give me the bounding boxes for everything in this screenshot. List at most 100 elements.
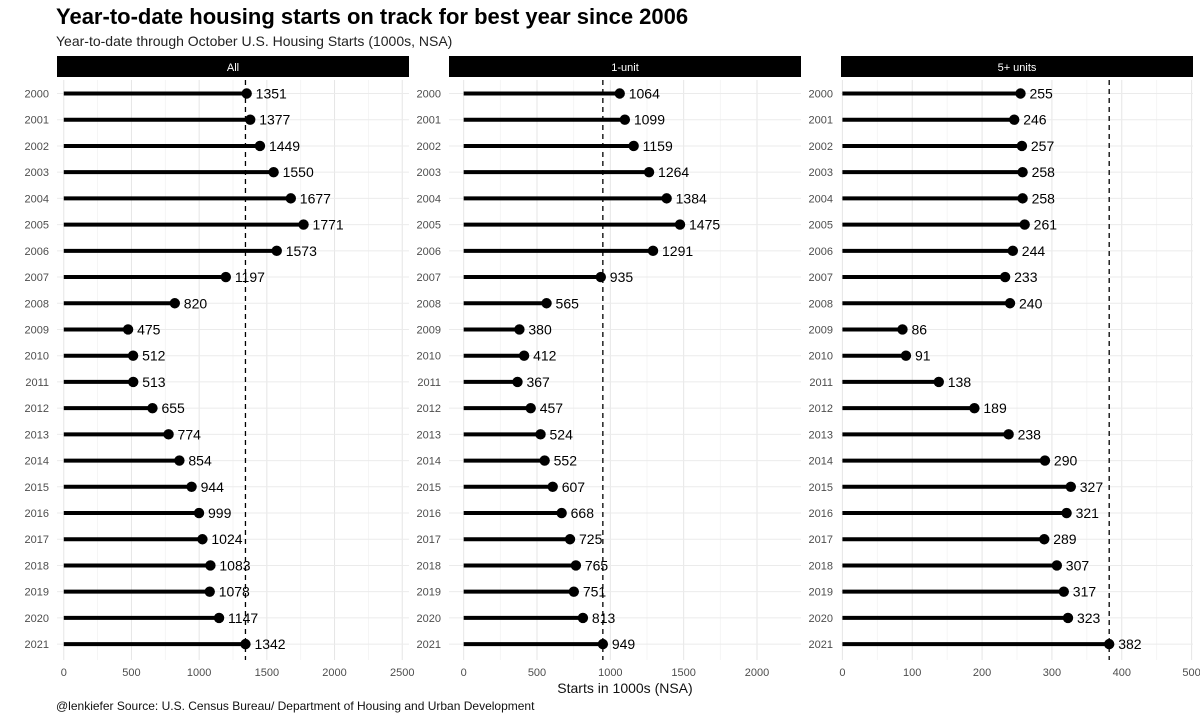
data-label: 765 xyxy=(585,557,609,573)
y-tick-label: 2018 xyxy=(809,560,833,572)
data-label: 655 xyxy=(161,400,185,416)
y-tick-label: 2009 xyxy=(417,324,441,336)
data-label: 1078 xyxy=(219,584,250,600)
lollipop-point xyxy=(1016,140,1028,152)
x-tick-label: 400 xyxy=(1113,667,1131,679)
y-tick-label: 2003 xyxy=(809,167,833,179)
lollipop-point xyxy=(169,298,180,309)
lollipop-point xyxy=(298,219,309,230)
y-tick-label: 2018 xyxy=(417,560,441,572)
data-label: 513 xyxy=(142,374,166,390)
lollipop-point xyxy=(969,402,980,414)
lollipop-point xyxy=(1017,193,1028,204)
lollipop-point xyxy=(614,88,625,99)
lollipop-point xyxy=(897,324,908,335)
x-tick-label: 2000 xyxy=(745,667,769,679)
data-label: 607 xyxy=(562,479,586,495)
y-tick-label: 2010 xyxy=(809,351,833,363)
y-tick-label: 2018 xyxy=(25,560,49,572)
data-label: 1377 xyxy=(259,112,290,128)
y-tick-label: 2012 xyxy=(809,403,833,415)
x-tick-label: 0 xyxy=(461,667,467,679)
y-tick-label: 2021 xyxy=(809,639,833,651)
y-tick-label: 2010 xyxy=(25,351,49,363)
y-tick-label: 2013 xyxy=(417,429,441,441)
y-tick-label: 2010 xyxy=(417,351,441,363)
x-tick-label: 100 xyxy=(903,667,921,679)
y-tick-label: 2000 xyxy=(809,89,833,101)
facet-strip xyxy=(57,56,409,77)
y-tick-label: 2002 xyxy=(809,141,833,153)
data-label: 86 xyxy=(911,321,927,337)
lollipop-point xyxy=(674,219,686,230)
lollipop-point xyxy=(541,298,552,309)
lollipop-point xyxy=(577,612,589,624)
data-label: 935 xyxy=(610,269,634,285)
lollipop-point xyxy=(570,560,582,571)
x-tick-label: 0 xyxy=(61,667,67,679)
data-label: 1342 xyxy=(254,636,285,652)
data-label: 1197 xyxy=(235,269,265,285)
y-tick-label: 2011 xyxy=(809,377,833,389)
data-label: 1384 xyxy=(676,190,707,206)
y-tick-label: 2020 xyxy=(809,613,833,625)
data-label: 1351 xyxy=(256,86,287,102)
data-label: 457 xyxy=(540,400,564,416)
y-tick-label: 2007 xyxy=(25,272,49,284)
y-tick-label: 2020 xyxy=(417,613,441,625)
data-label: 382 xyxy=(1118,636,1142,652)
y-tick-label: 2001 xyxy=(25,115,49,127)
data-label: 367 xyxy=(526,374,550,390)
y-tick-label: 2016 xyxy=(809,508,833,520)
x-tick-label: 500 xyxy=(528,667,546,679)
facet-panel-1: 1-unit 2000 2001 2002 2003 2004 2005 2006 2007 20… xyxy=(417,56,801,679)
lollipop-point xyxy=(205,560,216,571)
data-label: 1099 xyxy=(634,112,665,128)
facet-panel-2: 5+ units20002001200220032004200520062007… xyxy=(809,56,1200,679)
lollipop-point xyxy=(186,481,197,492)
data-label: 258 xyxy=(1032,164,1056,180)
data-label: 238 xyxy=(1018,426,1042,442)
lollipop-point xyxy=(147,402,158,414)
facet-strip-label: All xyxy=(227,62,239,74)
data-label: 380 xyxy=(528,321,552,337)
lollipop-point xyxy=(595,271,606,283)
data-label: 813 xyxy=(592,610,616,626)
lollipop-point xyxy=(933,376,944,388)
lollipop-point xyxy=(1039,455,1051,466)
y-tick-label: 2014 xyxy=(809,456,833,468)
y-tick-label: 2016 xyxy=(417,508,441,520)
y-tick-label: 2003 xyxy=(417,167,441,179)
lollipop-point xyxy=(514,324,525,335)
y-tick-label: 2019 xyxy=(809,587,833,599)
data-label: 246 xyxy=(1023,112,1047,128)
data-label: 327 xyxy=(1080,479,1104,495)
x-tick-label: 1000 xyxy=(598,667,622,679)
lollipop-point xyxy=(285,193,297,204)
y-tick-label: 2006 xyxy=(417,246,441,258)
data-label: 317 xyxy=(1073,584,1097,600)
y-tick-label: 2021 xyxy=(25,639,49,651)
data-label: 774 xyxy=(178,426,202,442)
data-label: 1159 xyxy=(643,138,673,154)
y-tick-label: 2001 xyxy=(417,115,441,127)
data-label: 307 xyxy=(1066,557,1090,573)
data-label: 138 xyxy=(948,374,972,390)
y-tick-label: 2008 xyxy=(25,298,49,310)
lollipop-point xyxy=(547,481,558,492)
y-tick-label: 2016 xyxy=(25,508,49,520)
lollipop-point xyxy=(619,114,631,125)
x-tick-label: 0 xyxy=(839,667,845,679)
lollipop-point xyxy=(999,271,1011,283)
data-label: 475 xyxy=(137,321,161,337)
lollipop-point xyxy=(900,350,912,361)
lollipop-point xyxy=(122,324,134,335)
data-label: 1083 xyxy=(219,557,250,573)
lollipop-point xyxy=(1103,638,1115,650)
lollipop-point xyxy=(241,88,252,99)
lollipop-point xyxy=(525,402,536,414)
data-label: 91 xyxy=(915,348,931,364)
facet-strip xyxy=(449,56,801,77)
y-tick-label: 2002 xyxy=(25,141,49,153)
